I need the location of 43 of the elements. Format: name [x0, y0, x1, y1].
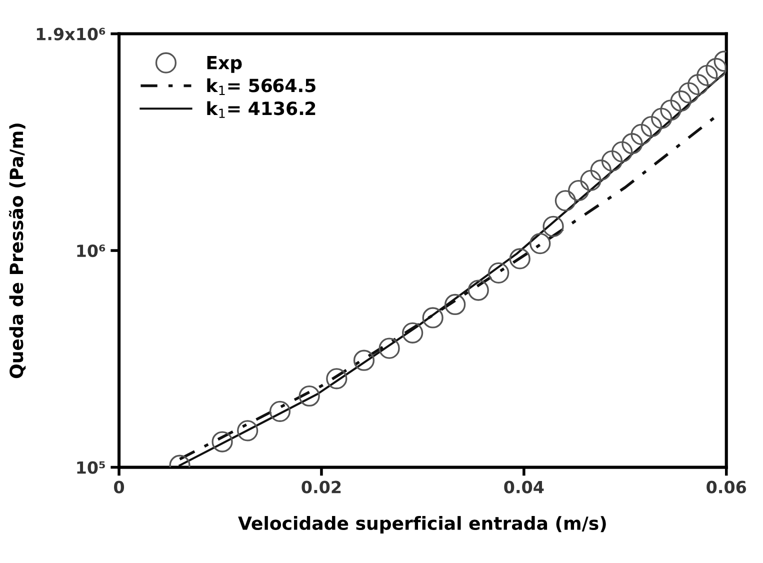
point: [670, 90, 692, 112]
point: [706, 58, 726, 80]
point: [630, 124, 652, 146]
legend-label: Exp: [207, 56, 242, 73]
x-tick-label: 0.06: [706, 480, 746, 494]
point: [580, 170, 602, 192]
point: [326, 368, 348, 390]
y-tick-label: 10⁵: [77, 461, 105, 474]
point: [422, 307, 444, 328]
x-tick-label: 0.02: [302, 480, 341, 494]
point: [660, 100, 682, 121]
point: [212, 431, 233, 452]
point: [509, 248, 530, 270]
point: [378, 338, 400, 359]
point: [696, 64, 718, 86]
point: [488, 262, 510, 284]
point: [237, 420, 258, 442]
point: [678, 82, 700, 104]
x-tick-label: 0: [114, 480, 124, 494]
x-axis-title: Velocidade superficial entrada (m/s): [238, 516, 606, 534]
point: [298, 385, 320, 407]
point: [601, 150, 623, 172]
point: [651, 108, 672, 129]
point: [402, 322, 424, 344]
point: [590, 160, 612, 181]
point: [530, 232, 551, 254]
y-tick-label: 10⁶: [77, 244, 106, 258]
x-tick-label: 0.04: [504, 480, 544, 494]
point: [568, 180, 590, 202]
point: [468, 280, 489, 301]
point: [353, 350, 375, 371]
point: [444, 294, 466, 316]
legend-label: k$_{1}$= 4136.2: [207, 101, 316, 118]
point: [687, 74, 709, 96]
point: [554, 190, 576, 212]
point: [542, 216, 564, 238]
point: [640, 116, 662, 138]
legend-label: k$_{1}$= 5664.5: [207, 78, 316, 96]
point: [269, 400, 291, 422]
point: [622, 133, 643, 154]
y-tick-label: 1.9x10⁶: [36, 28, 106, 40]
point: [612, 141, 633, 162]
y-axis-title: Queda de Pressão (Pa/m): [8, 124, 26, 378]
